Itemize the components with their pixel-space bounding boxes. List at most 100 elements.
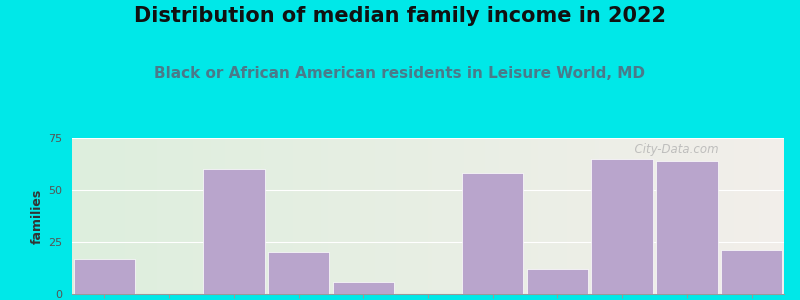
Bar [713, 138, 716, 294]
Bar [631, 138, 634, 294]
Bar [82, 138, 86, 294]
Bar [122, 138, 126, 294]
Bar [286, 138, 289, 294]
Bar [538, 138, 542, 294]
Bar [470, 138, 474, 294]
Bar [158, 138, 161, 294]
Bar [464, 138, 467, 294]
Bar [526, 269, 588, 294]
Bar [396, 138, 399, 294]
Bar [595, 138, 599, 294]
Bar [346, 138, 350, 294]
Bar [716, 138, 720, 294]
Bar [146, 138, 150, 294]
Bar [570, 138, 574, 294]
Bar [393, 138, 396, 294]
Bar [730, 138, 734, 294]
Bar [642, 138, 645, 294]
Bar [154, 138, 158, 294]
Bar [585, 138, 588, 294]
Bar [627, 138, 631, 294]
Bar [781, 138, 784, 294]
Bar [677, 138, 681, 294]
Bar [489, 138, 492, 294]
Bar [446, 138, 450, 294]
Bar [549, 138, 553, 294]
Bar [314, 138, 318, 294]
Bar [620, 138, 624, 294]
Bar [514, 138, 517, 294]
Bar [721, 250, 782, 294]
Bar [742, 138, 745, 294]
Bar [567, 138, 570, 294]
Bar [289, 138, 293, 294]
Bar [706, 138, 710, 294]
Bar [581, 138, 585, 294]
Bar [342, 138, 346, 294]
Bar [268, 138, 271, 294]
Bar [759, 138, 762, 294]
Bar [591, 159, 653, 294]
Bar [421, 138, 425, 294]
Bar [506, 138, 510, 294]
Bar [652, 138, 656, 294]
Bar [656, 161, 718, 294]
Bar [688, 138, 691, 294]
Bar [307, 138, 310, 294]
Bar [114, 138, 118, 294]
Bar [75, 138, 79, 294]
Bar [749, 138, 752, 294]
Text: City-Data.com: City-Data.com [627, 143, 719, 156]
Bar [770, 138, 774, 294]
Bar [218, 138, 222, 294]
Bar [107, 138, 111, 294]
Bar [418, 138, 421, 294]
Bar [450, 138, 453, 294]
Bar [257, 138, 261, 294]
Bar [531, 138, 534, 294]
Text: Black or African American residents in Leisure World, MD: Black or African American residents in L… [154, 66, 646, 81]
Bar [602, 138, 606, 294]
Bar [268, 252, 330, 294]
Bar [386, 138, 389, 294]
Bar [474, 138, 478, 294]
Bar [150, 138, 154, 294]
Bar [702, 138, 706, 294]
Bar [243, 138, 246, 294]
Bar [296, 138, 300, 294]
Bar [325, 138, 328, 294]
Bar [710, 138, 713, 294]
Bar [161, 138, 165, 294]
Bar [674, 138, 677, 294]
Bar [599, 138, 602, 294]
Bar [460, 138, 464, 294]
Bar [502, 138, 506, 294]
Bar [214, 138, 218, 294]
Bar [485, 138, 489, 294]
Bar [86, 138, 90, 294]
Bar [617, 138, 620, 294]
Bar [496, 138, 499, 294]
Bar [517, 138, 521, 294]
Bar [578, 138, 581, 294]
Bar [310, 138, 314, 294]
Bar [322, 138, 325, 294]
Bar [752, 138, 755, 294]
Bar [482, 138, 485, 294]
Bar [282, 138, 286, 294]
Bar [410, 138, 414, 294]
Bar [438, 138, 442, 294]
Bar [670, 138, 674, 294]
Bar [111, 138, 114, 294]
Bar [211, 138, 214, 294]
Bar [79, 138, 82, 294]
Bar [179, 138, 182, 294]
Bar [638, 138, 642, 294]
Bar [129, 138, 133, 294]
Bar [278, 138, 282, 294]
Bar [293, 138, 296, 294]
Bar [478, 138, 482, 294]
Bar [97, 138, 101, 294]
Bar [332, 138, 335, 294]
Bar [328, 138, 332, 294]
